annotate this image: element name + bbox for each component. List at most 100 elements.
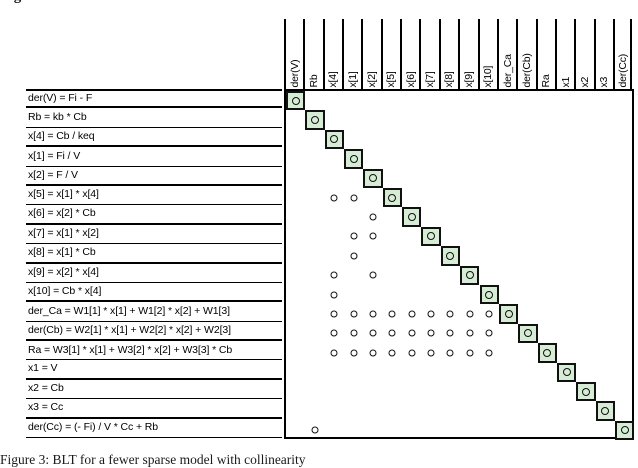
matrix-cell-marker (363, 266, 382, 285)
column-header-label: x[8] (443, 70, 456, 87)
dependency-marker-icon (388, 329, 396, 337)
matrix-cell-diagonal (518, 323, 538, 344)
dependency-marker-icon (350, 252, 358, 260)
matrix-cell-marker (421, 343, 440, 362)
dependency-marker-icon (350, 349, 358, 357)
equation-row: x3 = Cc (26, 399, 282, 419)
equation-text: x[1] = Fi / V (28, 149, 81, 162)
column-header-label: der(Cb) (520, 52, 533, 87)
dependency-marker-icon (504, 310, 513, 319)
dependency-marker-icon (330, 135, 339, 144)
dependency-marker-icon (427, 329, 435, 337)
dependency-marker-icon (523, 329, 532, 338)
matrix-cell-diagonal (286, 91, 306, 111)
column-header-label: x[6] (404, 70, 417, 87)
equation-text: x[9] = x[2] * x[4] (28, 265, 99, 278)
matrix-plot-area (284, 89, 635, 441)
equation-row: x[4] = Cb / keq (26, 128, 282, 148)
equation-text: x3 = Cc (28, 401, 64, 414)
dependency-marker-icon (311, 116, 320, 125)
column-header-label: x[1] (346, 70, 359, 87)
equation-row: Rb = kb * Cb (26, 108, 282, 128)
matrix-cell-marker (480, 324, 499, 343)
column-header-label: der_Ca (501, 53, 514, 87)
dependency-marker-icon (369, 310, 377, 318)
column-header-label: x[5] (385, 70, 398, 87)
column-header: x1 (554, 19, 574, 89)
matrix-cell-diagonal (614, 420, 635, 441)
matrix-cell-marker (363, 207, 382, 226)
matrix-cell-marker (363, 324, 382, 343)
column-header: x[6] (400, 19, 419, 89)
matrix-cell-marker (402, 304, 421, 323)
equation-row: x[10] = Cb * x[4] (26, 283, 282, 303)
dependency-marker-icon (485, 329, 493, 337)
matrix-cell-diagonal (595, 401, 615, 421)
dependency-marker-icon (369, 174, 378, 183)
dependency-marker-icon (369, 213, 377, 221)
column-header-label: x3 (598, 76, 611, 87)
matrix-cell-marker (344, 188, 363, 207)
equation-text: x[5] = x[1] * x[4] (28, 188, 99, 201)
dependency-marker-icon (465, 271, 474, 280)
dependency-marker-icon (369, 232, 377, 240)
equation-row: der(V) = Fi - F (26, 89, 282, 109)
matrix-cell-marker (325, 285, 344, 304)
figure-caption: Figure 3: BLT for a fewer sparse model w… (0, 452, 306, 467)
matrix-cell-marker (383, 324, 402, 343)
matrix-cell-marker (480, 343, 499, 362)
column-header-label: Ra (539, 73, 552, 87)
column-header: der(Cb) (516, 19, 535, 89)
equation-text: x[10] = Cb * x[4] (28, 284, 102, 297)
matrix-cell-marker (344, 324, 363, 343)
dependency-marker-icon (446, 251, 455, 260)
dependency-marker-icon (330, 271, 338, 279)
matrix-cell-diagonal (324, 129, 345, 150)
matrix-cell-marker (441, 324, 460, 343)
matrix-cell-marker (305, 421, 324, 440)
dependency-marker-icon (291, 96, 300, 105)
column-header: x[4] (322, 19, 342, 89)
equation-row: der_Ca = W1[1] * x[1] + W1[2] * x[2] + W… (26, 302, 282, 322)
matrix-cell-marker (325, 304, 344, 323)
equation-row: x[6] = x[2] * Cb (26, 205, 282, 225)
matrix-cell-diagonal (440, 246, 461, 266)
column-header-label: x[2] (365, 70, 378, 87)
matrix-cell-diagonal (498, 304, 519, 324)
matrix-cell-diagonal (556, 362, 577, 382)
incidence-matrix-figure: der(V) Rb x[4] x[1] x[2] x[5] x[6] x[7] x[8] x[9]… (0, 14, 638, 441)
matrix-cell-marker (441, 304, 460, 323)
matrix-cell-marker (344, 304, 363, 323)
matrix-cell-diagonal (402, 207, 422, 227)
dependency-marker-icon (311, 426, 319, 434)
column-header-label: x[9] (462, 70, 475, 87)
dependency-marker-icon (601, 407, 610, 416)
equation-row: x[2] = F / V (26, 167, 282, 186)
dependency-marker-icon (543, 348, 552, 357)
matrix-cell-diagonal (479, 285, 499, 305)
matrix-cell-marker (421, 324, 440, 343)
dependency-marker-icon (427, 232, 436, 241)
matrix-cell-marker (325, 266, 344, 285)
matrix-cell-marker (421, 304, 440, 323)
column-header-strip: der(V) Rb x[4] x[1] x[2] x[5] x[6] x[7] x[8] x[9]… (284, 19, 634, 89)
matrix-cell-marker (344, 227, 363, 246)
matrix-cell-marker (363, 227, 382, 246)
matrix-cell-marker (325, 324, 344, 343)
column-header: x[1] (342, 19, 361, 89)
matrix-cell-marker (325, 343, 344, 362)
matrix-cell-diagonal (421, 226, 441, 247)
column-header-label: x[10] (481, 65, 494, 87)
equation-row: x[1] = Fi / V (26, 147, 282, 167)
equation-text: x[2] = F / V (28, 168, 78, 181)
matrix-cell-marker (480, 304, 499, 323)
equation-text: Rb = kb * Cb (28, 110, 87, 123)
dependency-marker-icon (620, 426, 629, 435)
column-header: x[10] (477, 19, 497, 89)
equation-text: x[8] = x[1] * Cb (28, 246, 96, 259)
matrix-cell-marker (363, 343, 382, 362)
dependency-marker-icon (407, 213, 416, 222)
dependency-marker-icon (369, 329, 377, 337)
dependency-marker-icon (369, 271, 377, 279)
dependency-marker-icon (466, 349, 474, 357)
